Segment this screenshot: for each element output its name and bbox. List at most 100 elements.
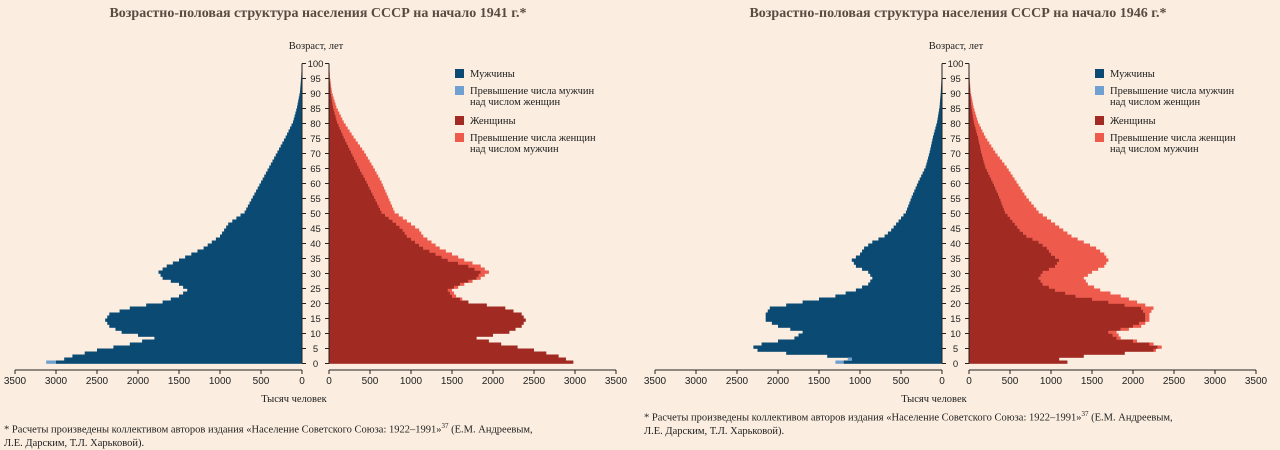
women-excess-bar: [999, 196, 1026, 199]
age-tick-label: 65: [310, 164, 321, 175]
x-tick-label: 2500: [523, 376, 546, 387]
men-bar: [870, 280, 942, 283]
women-excess-bar: [359, 166, 374, 169]
chart-title: Возрастно-половая структура населения СС…: [749, 6, 1166, 21]
men-bar: [827, 355, 942, 358]
men-bar: [208, 244, 302, 247]
women-bar: [329, 124, 339, 127]
men-bar: [868, 244, 942, 247]
age-tick-label: 95: [310, 74, 321, 85]
x-tick-label: 3500: [605, 376, 628, 387]
men-bar: [295, 115, 302, 118]
women-bar: [329, 328, 516, 331]
women-bar: [329, 232, 405, 235]
women-bar: [969, 157, 983, 160]
women-bar: [969, 208, 1004, 211]
legend-label: Женщины: [470, 116, 516, 127]
women-bar: [329, 115, 336, 118]
men-bar: [290, 127, 302, 130]
women-bar: [969, 196, 999, 199]
women-excess-bar: [371, 190, 385, 193]
women-excess-bar: [982, 154, 997, 157]
men-bar: [163, 277, 302, 280]
men-bar: [183, 286, 302, 289]
men-bar: [835, 295, 942, 298]
men-bar: [222, 232, 302, 235]
women-excess-bar: [380, 208, 393, 211]
women-bar: [969, 298, 1092, 301]
women-excess-bar: [1012, 220, 1051, 223]
women-excess-bar: [336, 118, 342, 121]
men-bar: [281, 145, 302, 148]
age-tick-label: 60: [310, 179, 321, 190]
women-bar: [329, 361, 573, 364]
men-bar: [259, 184, 302, 187]
men-bar: [766, 319, 942, 322]
men-bar: [292, 124, 302, 127]
women-excess-bar: [991, 178, 1014, 181]
women-excess-bar: [332, 97, 334, 100]
legend-label: над числом мужчин: [1110, 144, 1199, 155]
men-bar: [868, 283, 942, 286]
women-excess-bar: [985, 163, 1005, 166]
women-excess-bar: [385, 214, 399, 217]
men-bar: [130, 307, 302, 310]
women-bar: [969, 346, 1158, 349]
women-bar: [329, 241, 415, 244]
women-excess-bar: [450, 292, 454, 295]
age-tick-label: 40: [950, 239, 961, 250]
men-bar: [254, 193, 302, 196]
footnote-1941: * Расчеты произведены коллективом авторо…: [4, 420, 630, 450]
women-excess-bar: [363, 175, 378, 178]
age-tick-label: 45: [310, 224, 321, 235]
women-excess-bar: [448, 289, 452, 292]
women-bar: [969, 130, 976, 133]
men-bar: [872, 277, 942, 280]
men-bar: [753, 346, 942, 349]
women-excess-bar: [1113, 334, 1119, 337]
age-tick-label: 30: [310, 269, 321, 280]
women-excess-bar: [345, 139, 355, 142]
women-excess-bar: [344, 136, 354, 139]
women-excess-bar: [335, 112, 340, 115]
men-bar: [113, 346, 302, 349]
men-bar: [298, 100, 302, 103]
men-bar: [130, 343, 302, 346]
age-tick-label: 30: [950, 269, 961, 280]
men-bar: [929, 154, 942, 157]
men-bar: [762, 343, 942, 346]
legend-swatch-women: [455, 116, 464, 125]
men-bar: [220, 235, 302, 238]
women-excess-bar: [1043, 271, 1092, 274]
x-tick-label: 1500: [168, 376, 191, 387]
men-bar: [120, 310, 302, 313]
x-tick-label: 1500: [808, 376, 831, 387]
men-bar: [916, 187, 942, 190]
footnote-ref: 37: [1082, 410, 1089, 418]
footnote-ref: 37: [442, 422, 449, 430]
men-bar: [115, 328, 302, 331]
women-bar: [969, 280, 1041, 283]
women-bar: [969, 322, 1139, 325]
women-bar: [969, 241, 1039, 244]
footnote-authors: Л.Е. Дарским, Т.Л. Харьковой).: [4, 438, 144, 449]
age-tick-label: 90: [950, 89, 961, 100]
men-excess-bar: [46, 361, 56, 364]
men-bar: [204, 247, 302, 250]
women-bar: [969, 361, 1067, 364]
men-bar: [901, 217, 942, 220]
women-excess-bar: [1108, 301, 1137, 304]
women-excess-bar: [454, 286, 458, 289]
women-excess-bar: [354, 157, 368, 160]
women-bar: [329, 238, 411, 241]
women-bar: [969, 286, 1049, 289]
women-bar: [329, 160, 356, 163]
women-excess-bar: [331, 91, 332, 94]
men-bar: [72, 355, 302, 358]
women-bar: [329, 109, 334, 112]
women-bar: [329, 325, 522, 328]
women-excess-bar: [339, 124, 346, 127]
women-excess-bar: [1043, 244, 1090, 247]
age-tick-label: 65: [950, 164, 961, 175]
